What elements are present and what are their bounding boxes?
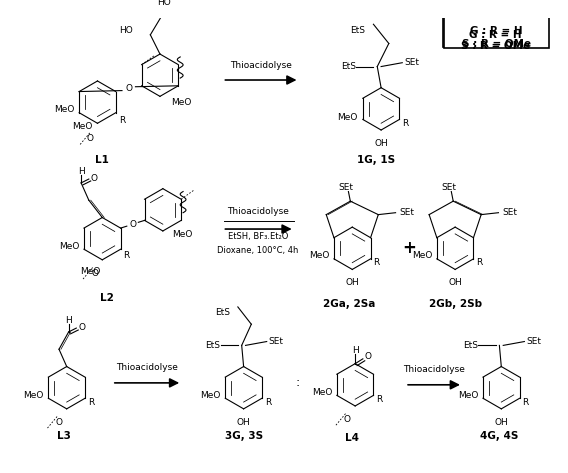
- Text: MeO: MeO: [337, 113, 358, 122]
- Text: R: R: [377, 395, 383, 404]
- Text: MeO: MeO: [309, 252, 329, 261]
- Text: :: :: [295, 377, 299, 389]
- Text: R: R: [119, 116, 125, 125]
- Text: EtS: EtS: [206, 341, 220, 350]
- Text: 2Ga, 2Sa: 2Ga, 2Sa: [323, 299, 375, 309]
- Text: H: H: [78, 167, 85, 176]
- Text: Thioacidolyse: Thioacidolyse: [227, 207, 289, 216]
- Text: MeO: MeO: [172, 97, 192, 106]
- Text: MeO: MeO: [200, 391, 220, 400]
- Text: EtS: EtS: [215, 308, 230, 317]
- FancyBboxPatch shape: [444, 6, 549, 48]
- Text: HO: HO: [157, 0, 171, 7]
- Text: O: O: [91, 174, 98, 183]
- Text: O: O: [365, 352, 372, 361]
- Text: EtS: EtS: [341, 62, 356, 71]
- Text: MeO: MeO: [458, 391, 478, 400]
- Text: MeO: MeO: [72, 122, 93, 131]
- Text: O: O: [91, 269, 98, 278]
- Text: MeO: MeO: [80, 267, 101, 276]
- Text: SEt: SEt: [404, 58, 419, 67]
- Text: L3: L3: [57, 431, 71, 441]
- Text: SEt: SEt: [441, 183, 456, 192]
- Text: H: H: [352, 346, 358, 355]
- Text: OH: OH: [237, 418, 250, 427]
- Text: 2Gb, 2Sb: 2Gb, 2Sb: [429, 299, 482, 309]
- Text: EtS: EtS: [463, 341, 478, 350]
- Text: MeO: MeO: [59, 242, 79, 251]
- Text: R: R: [88, 398, 94, 407]
- Text: MeO: MeO: [412, 252, 432, 261]
- Text: Dioxane, 100°C, 4h: Dioxane, 100°C, 4h: [218, 245, 299, 254]
- Text: R: R: [523, 398, 529, 407]
- Text: G : R = H: G : R = H: [470, 26, 523, 36]
- Text: Thioacidolyse: Thioacidolyse: [116, 363, 178, 372]
- Text: MeO: MeO: [173, 230, 193, 239]
- Text: SEt: SEt: [269, 337, 283, 346]
- Text: EtSH, BF₃.Et₂O: EtSH, BF₃.Et₂O: [228, 232, 288, 241]
- Text: G : R = H: G : R = H: [469, 30, 522, 40]
- Text: O: O: [344, 415, 351, 424]
- Text: +: +: [402, 239, 416, 257]
- Text: OH: OH: [494, 418, 508, 427]
- Text: H: H: [65, 316, 72, 325]
- Text: SEt: SEt: [527, 337, 541, 346]
- Text: 4G, 4S: 4G, 4S: [480, 431, 519, 441]
- Text: OH: OH: [345, 279, 359, 288]
- Text: R: R: [265, 398, 271, 407]
- Text: R: R: [402, 119, 408, 128]
- Text: 1G, 1S: 1G, 1S: [357, 155, 395, 165]
- FancyBboxPatch shape: [442, 5, 549, 47]
- Text: S : R = OMe: S : R = OMe: [462, 39, 531, 50]
- Text: Thioacidolyse: Thioacidolyse: [403, 365, 465, 374]
- Text: MeO: MeO: [54, 105, 74, 114]
- Text: R: R: [374, 258, 380, 267]
- Text: HO: HO: [119, 26, 133, 35]
- Text: O: O: [56, 418, 62, 427]
- Text: MeO: MeO: [312, 388, 332, 397]
- Text: EtS: EtS: [350, 26, 365, 35]
- Text: L4: L4: [345, 433, 360, 443]
- Text: R: R: [477, 258, 483, 267]
- Text: Thioacidolyse: Thioacidolyse: [230, 61, 292, 70]
- Text: S : R = OMe: S : R = OMe: [461, 41, 530, 52]
- Text: OH: OH: [374, 139, 388, 148]
- Text: L2: L2: [100, 293, 114, 303]
- Text: R: R: [123, 251, 130, 260]
- Text: O: O: [86, 134, 93, 143]
- Text: 3G, 3S: 3G, 3S: [224, 431, 262, 441]
- Text: L1: L1: [95, 155, 109, 165]
- Text: MeO: MeO: [23, 391, 44, 400]
- Text: O: O: [125, 84, 132, 93]
- Text: O: O: [129, 220, 136, 229]
- Text: SEt: SEt: [502, 208, 517, 217]
- Text: O: O: [78, 323, 85, 332]
- Text: OH: OH: [448, 279, 462, 288]
- Text: SEt: SEt: [399, 208, 415, 217]
- Text: SEt: SEt: [338, 183, 353, 192]
